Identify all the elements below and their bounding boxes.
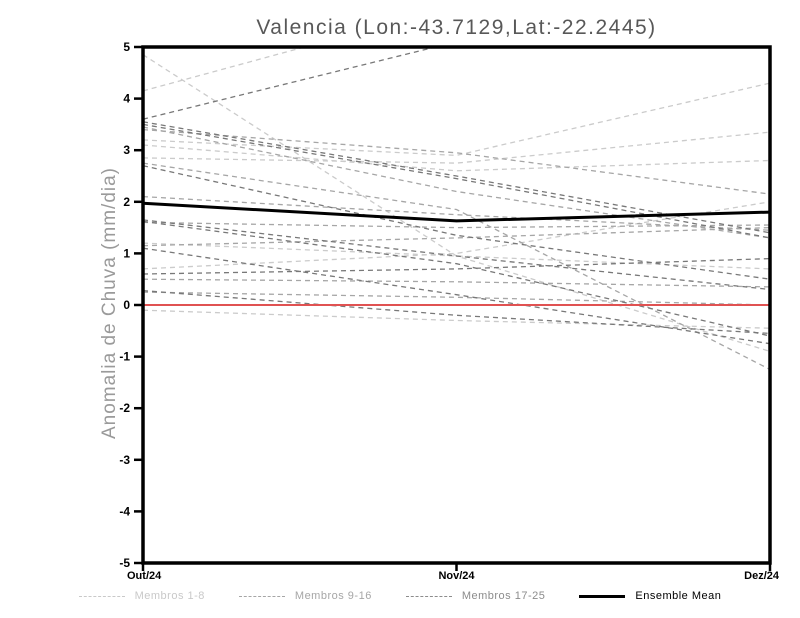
ensemble-member-line xyxy=(143,128,770,195)
chart-title: Valencia (Lon:-43.7129,Lat:-22.2445) xyxy=(256,16,657,39)
y-tick-label: -5 xyxy=(119,556,130,570)
ensemble-member-line xyxy=(143,289,770,335)
y-tick-label: -3 xyxy=(119,453,130,467)
y-tick-label: 3 xyxy=(123,143,130,157)
y-tick-label: 0 xyxy=(123,298,130,312)
y-tick-label: 5 xyxy=(123,40,130,54)
legend-solid-line-sample xyxy=(579,594,626,598)
y-tick-label: -4 xyxy=(119,504,130,518)
ensemble-member-line xyxy=(143,201,770,270)
ensemble-member-line xyxy=(143,54,770,353)
ensemble-member-line xyxy=(143,309,770,329)
legend-item: Membros 9-16 xyxy=(238,590,372,602)
ensemble-member-line xyxy=(143,123,770,239)
ensemble-member-line xyxy=(143,195,770,231)
ensemble-member-line xyxy=(143,291,770,306)
legend-dashed-line-sample xyxy=(405,595,452,597)
legend-label: Membros 9-16 xyxy=(294,590,372,602)
ensemble-member-line xyxy=(143,47,439,120)
legend-item: Membros 17-25 xyxy=(405,590,546,602)
series-lines xyxy=(143,47,770,371)
ensemble-member-line xyxy=(143,226,770,247)
x-tick-label: Dez/24 xyxy=(744,570,780,582)
y-tick-label: -1 xyxy=(119,350,130,364)
ensemble-member-line xyxy=(143,221,770,229)
chart-legend: Membros 1-8 Membros 9-16 Membros 17-25 Ense… xyxy=(0,586,800,606)
ensemble-member-line xyxy=(143,47,308,92)
ensemble-member-line xyxy=(143,82,770,157)
ensemble-member-line xyxy=(143,278,770,288)
legend-dashed-line-sample xyxy=(78,595,125,597)
legend-dashed-line-sample xyxy=(238,595,285,597)
x-tick-label: Out/24 xyxy=(127,570,162,582)
y-tick-label: 1 xyxy=(123,246,130,260)
legend-label: Ensemble Mean xyxy=(635,590,722,602)
legend-item: Ensemble Mean xyxy=(579,590,721,602)
ensemble-member-line xyxy=(143,121,770,234)
x-tick-label: Nov/24 xyxy=(438,570,475,582)
ensemble-member-line xyxy=(143,247,770,345)
ensemble-member-line xyxy=(143,144,770,172)
ensemble-member-line xyxy=(143,257,770,275)
ensemble-member-line xyxy=(143,220,770,337)
ensemble-member-line xyxy=(143,219,770,291)
y-tick-label: 4 xyxy=(123,92,130,106)
legend-label: Membros 17-25 xyxy=(461,590,546,602)
ensemble-member-line xyxy=(143,131,770,164)
legend-label: Membros 1-8 xyxy=(134,590,205,602)
legend-item: Membros 1-8 xyxy=(78,590,205,602)
ensemble-member-line xyxy=(143,126,770,239)
y-tick-label: 2 xyxy=(123,195,130,209)
ensemble-member-line xyxy=(143,162,770,371)
ensemble-member-line xyxy=(143,165,770,280)
ensemble-mean-line xyxy=(143,201,770,223)
y-tick-label: -2 xyxy=(119,401,130,415)
